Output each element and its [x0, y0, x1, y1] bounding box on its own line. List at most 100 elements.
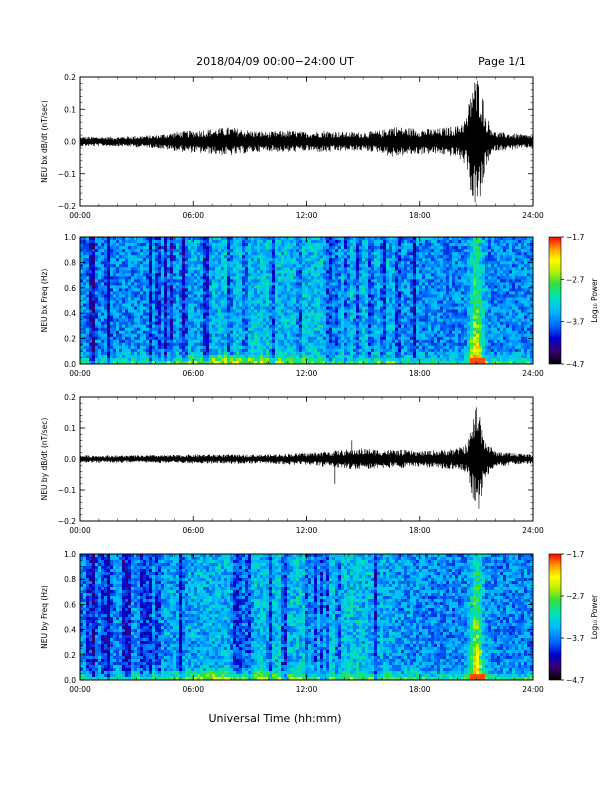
spectrogram-cell [95, 273, 99, 277]
spectrogram-cell [383, 279, 387, 283]
spectrogram-cell [407, 345, 411, 350]
spectrogram-cell [158, 276, 162, 280]
spectrogram-cell [218, 258, 222, 262]
spectrogram-cell [206, 300, 210, 304]
spectrogram-cell [80, 285, 84, 289]
spectrogram-cell [95, 291, 99, 295]
spectrogram-cell [353, 279, 357, 283]
spectrogram-cell [245, 312, 249, 317]
spectrogram-cell [275, 294, 279, 298]
spectrogram-cell [314, 276, 318, 280]
spectrogram-cell [284, 324, 288, 329]
spectrogram-cell [209, 351, 213, 356]
spectrogram-cell [248, 270, 252, 274]
spectrogram-cell [80, 315, 84, 320]
spectrogram-cell [287, 354, 291, 359]
spectrogram-cell [143, 285, 147, 289]
spectrogram-cell [158, 342, 162, 347]
spectrogram-cell [110, 324, 114, 329]
spectrogram-cell [350, 330, 354, 335]
spectrogram-cell [149, 360, 153, 365]
spectrogram-cell [329, 273, 333, 277]
spectrogram-cell [410, 303, 414, 307]
spectrogram-cell [302, 324, 306, 329]
spectrogram-cell [131, 360, 135, 365]
spectrogram-cell [368, 357, 372, 362]
spectrogram-cell [200, 342, 204, 347]
spectrogram-cell [98, 252, 102, 256]
spectrogram-cell [356, 243, 360, 247]
spectrogram-cell [377, 249, 381, 253]
spectrogram-cell [353, 291, 357, 295]
spectrogram-cell [170, 342, 174, 347]
spectrogram-cell [362, 330, 366, 335]
spectrogram-cell [206, 321, 210, 326]
spectrogram-cell [317, 360, 321, 365]
spectrogram-cell [173, 351, 177, 356]
spectrogram-cell [206, 357, 210, 362]
spectrogram-cell [314, 315, 318, 320]
spectrogram-cell [194, 243, 198, 247]
spectrogram-cell [254, 243, 258, 247]
spectrogram-cell [356, 360, 360, 365]
spectrogram-cell [191, 276, 195, 280]
spectrogram-cell [332, 333, 336, 338]
spectrogram-cell [104, 348, 108, 353]
spectrogram-cell [152, 339, 156, 344]
spectrogram-cell [167, 342, 171, 347]
spectrogram-cell [227, 330, 231, 335]
spectrogram-cell [158, 330, 162, 335]
spectrogram-cell [419, 255, 423, 259]
spectrogram-cell [377, 345, 381, 350]
spectrogram-cell [317, 252, 321, 256]
spectrogram-cell [392, 303, 396, 307]
spectrogram-cell [182, 264, 186, 268]
spectrogram-cell [422, 306, 426, 310]
spectrogram-cell [386, 327, 390, 332]
spectrogram-cell [185, 276, 189, 280]
spectrogram-cell [269, 348, 273, 353]
spectrogram-cell [245, 357, 249, 362]
spectrogram-cell [140, 345, 144, 350]
spectrogram-cell [272, 351, 276, 356]
spectrogram-cell [383, 237, 387, 241]
spectrogram-cell [311, 285, 315, 289]
spectrogram-cell [272, 297, 276, 301]
spectrogram-cell [188, 324, 192, 329]
spectrogram-cell [158, 261, 162, 265]
spectrogram-cell [425, 348, 429, 353]
spectrogram-cell [215, 276, 219, 280]
spectrogram-cell [119, 267, 123, 271]
spectrogram-cell [239, 258, 243, 262]
spectrogram-cell [89, 300, 93, 304]
spectrogram-cell [281, 243, 285, 247]
spectrogram-cell [194, 240, 198, 244]
spectrogram-cell [404, 279, 408, 283]
spectrogram-cell [131, 354, 135, 359]
spectrogram-cell [236, 330, 240, 335]
spectrogram-cell [320, 327, 324, 332]
spectrogram-cell [401, 336, 405, 341]
spectrogram-cell [134, 339, 138, 344]
spectrogram-cell [212, 264, 216, 268]
spectrogram-cell [275, 246, 279, 250]
spectrogram-cell [383, 327, 387, 332]
spectrogram-cell [347, 267, 351, 271]
spectrogram-cell [338, 261, 342, 265]
spectrogram-cell [176, 270, 180, 274]
spectrogram-cell [308, 333, 312, 338]
spectrogram-cell [353, 324, 357, 329]
spectrogram-cell [296, 324, 300, 329]
spectrogram-cell [383, 339, 387, 344]
spectrogram-cell [302, 273, 306, 277]
spectrogram-cell [254, 252, 258, 256]
spectrogram-cell [290, 255, 294, 259]
spectrogram-cell [215, 279, 219, 283]
spectrogram-cell [155, 255, 159, 259]
spectrogram-cell [260, 303, 264, 307]
spectrogram-cell [416, 330, 420, 335]
spectrogram-cell [80, 258, 84, 262]
spectrogram-cell [266, 357, 270, 362]
spectrogram-cell [401, 243, 405, 247]
spectrogram-cell [227, 339, 231, 344]
